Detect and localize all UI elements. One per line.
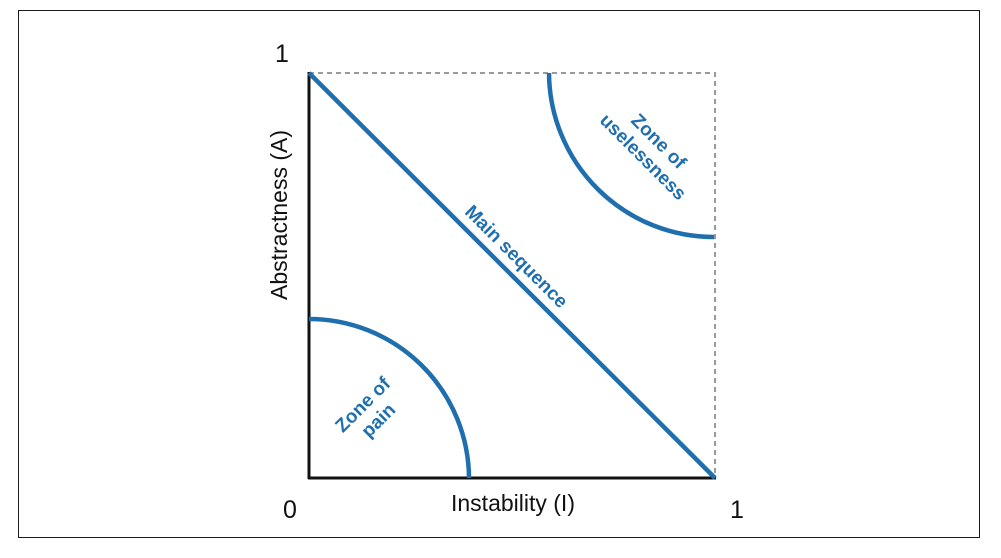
y-axis-max-label: 1 <box>275 40 289 68</box>
zone-of-pain-label: Zone of pain <box>332 373 400 442</box>
figure-frame <box>18 10 980 538</box>
zone-of-uselessness-label: Zone of uselessness <box>595 110 690 205</box>
x-axis-title: Instability (I) <box>451 490 575 516</box>
dashed-boundary <box>309 72 716 478</box>
y-axis-title: Abstractness (A) <box>266 130 292 300</box>
x-axis-min-label: 0 <box>283 496 297 524</box>
main-sequence-line <box>307 71 717 480</box>
zone-of-uselessness-arc <box>546 72 715 240</box>
x-axis-max-label: 1 <box>730 496 744 524</box>
zone-of-pain-arc <box>308 316 472 479</box>
main-sequence-label: Main sequence <box>460 202 571 313</box>
